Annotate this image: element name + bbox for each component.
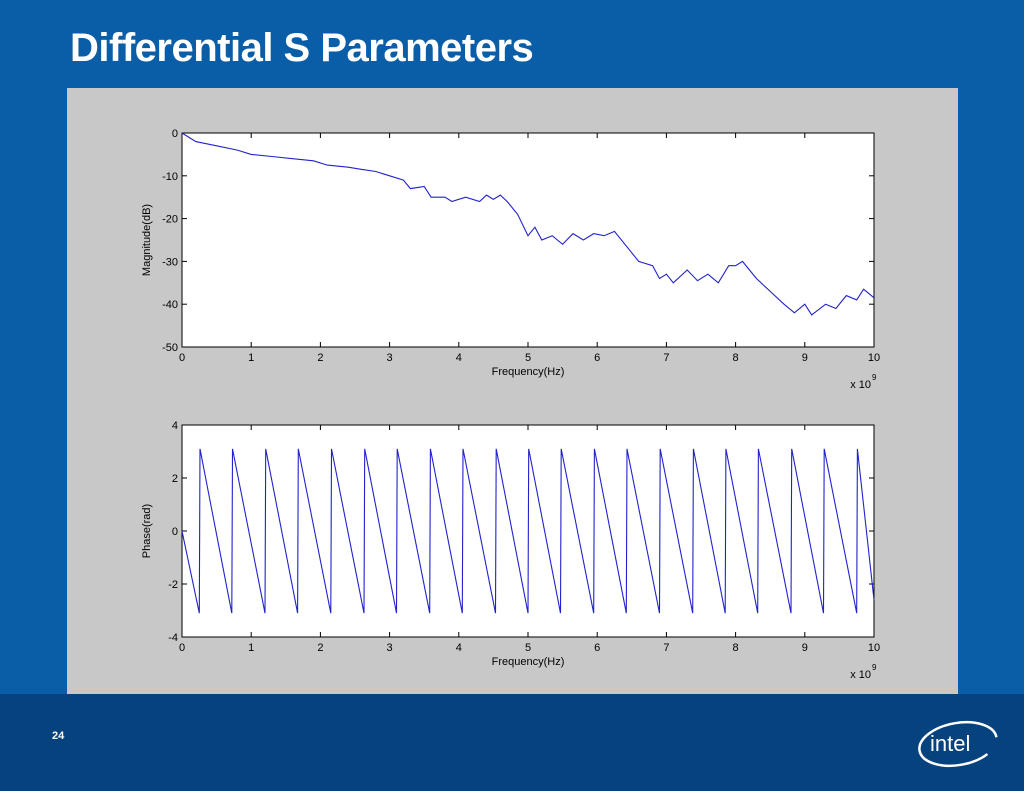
x-tick-label: 10 [868,352,880,364]
y-tick-label: -30 [162,256,178,268]
x-tick-label: 0 [179,352,185,364]
x-multiplier: x 10 [850,379,871,391]
x-tick-label: 6 [594,642,600,654]
y-tick-label: -10 [162,171,178,183]
x-tick-label: 1 [248,642,254,654]
x-tick-label: 7 [663,642,669,654]
x-multiplier: x 10 [850,669,871,681]
x-tick-label: 2 [317,642,323,654]
figure-panel: 0 1 2 3 4 5 6 7 8 9 10 0 -10 -20 -30 -40 -50 Frequency(Hz… [67,88,958,704]
x-tick-label: 9 [802,642,808,654]
x-tick-label: 0 [179,642,185,654]
intel-logo-text: intel [930,731,970,756]
series-line [181,132,875,316]
y-tick-label: -2 [168,579,178,591]
x-tick-label: 3 [387,642,393,654]
y-tick-label: -40 [162,299,178,311]
y-tick-label: -20 [162,214,178,226]
x-tick-label: 10 [868,642,880,654]
x-tick-label: 8 [733,352,739,364]
x-tick-label: 6 [594,352,600,364]
page-number: 24 [52,730,65,742]
footer-band [0,694,1024,791]
y-tick-label: 2 [172,473,178,485]
chart-2: 0 1 2 3 4 5 6 7 8 9 10 4 2 0 -2 -4 Frequency(Hz) Phase(ra… [141,420,880,681]
x-tick-label: 2 [317,352,323,364]
x-tick-label: 8 [733,642,739,654]
x-tick-label: 5 [525,642,531,654]
x-tick-label: 5 [525,352,531,364]
chart-1: 0 1 2 3 4 5 6 7 8 9 10 0 -10 -20 -30 -40 -50 Frequency(Hz… [141,128,880,391]
plot-area [181,132,875,348]
y-tick-label: 0 [172,526,178,538]
x-tick-label: 1 [248,352,254,364]
x-tick-label: 9 [802,352,808,364]
y-tick-label: 4 [172,420,178,432]
x-tick-label: 4 [456,352,462,364]
x-multiplier-exponent: 9 [872,373,877,382]
x-tick-label: 3 [387,352,393,364]
y-axis-label: Phase(rad) [141,504,153,558]
y-tick-label: -4 [168,632,178,644]
slide-title: Differential S Parameters [70,26,534,70]
x-tick-label: 4 [456,642,462,654]
intel-logo: intel [918,720,998,768]
y-tick-label: 0 [172,128,178,140]
plots-svg: 0 1 2 3 4 5 6 7 8 9 100-10-20-30-40-50Frequency(Hz… [141,128,880,681]
x-axis-label: Frequency(Hz) [492,656,565,668]
series-line [181,448,875,614]
y-tick-label: -50 [162,342,178,354]
x-tick-label: 7 [663,352,669,364]
y-axis-label: Magnitude(dB) [141,204,153,276]
x-axis-label: Frequency(Hz) [492,366,565,378]
x-multiplier-exponent: 9 [872,663,877,672]
